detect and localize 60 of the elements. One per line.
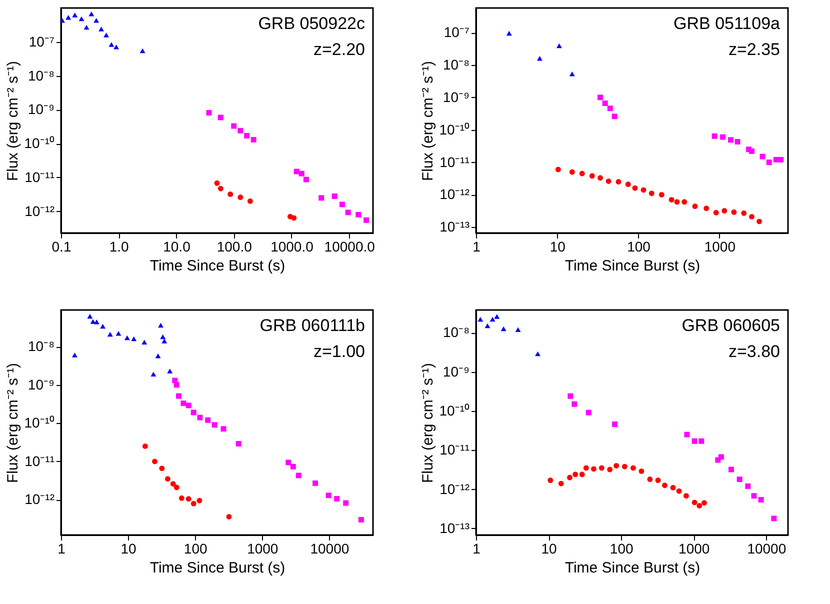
y-tick-label: 10⁻⁹: [442, 363, 470, 380]
annotation: z=2.20: [313, 40, 365, 59]
y-tick-label: 10⁻¹¹: [24, 452, 55, 469]
x-tick-label: 1000: [247, 540, 278, 556]
x-tick-label: 1: [58, 540, 66, 556]
y-tick-label: 10⁻¹⁰: [439, 402, 470, 418]
x-tick-label: 1.0: [109, 238, 130, 254]
x-tick-label: 10000.0: [324, 238, 376, 254]
y-tick-label: 10⁻¹¹: [440, 154, 470, 170]
y-axis-title: Flux (erg cm⁻² s⁻¹): [419, 363, 436, 483]
x-tick-label: 0.1: [52, 238, 72, 254]
annotation: z=2.35: [728, 40, 780, 59]
x-tick-label: 10: [120, 540, 137, 556]
x-tick-label: 10: [550, 238, 566, 254]
x-tick-label: 100: [610, 540, 634, 556]
annotation: GRB 060111b: [260, 316, 365, 335]
y-tick-label: 10⁻⁸: [28, 67, 55, 84]
y-tick-label: 10⁻¹¹: [440, 442, 470, 458]
x-tick-label: 1: [472, 540, 481, 556]
x-tick-label: 100.0: [216, 238, 252, 254]
x-axis-title: Time Since Burst (s): [564, 560, 700, 576]
y-tick-label: 10⁻¹⁰: [439, 121, 470, 138]
x-tick-label: 100: [184, 540, 208, 556]
y-axis-title: Flux (erg cm⁻² s⁻¹): [4, 363, 22, 483]
y-axis-title: Flux (erg cm⁻² s⁻¹): [4, 61, 22, 181]
y-tick-label: 10⁻¹³: [440, 520, 470, 536]
annotation: GRB 051109a: [674, 14, 781, 33]
y-tick-label: 10⁻⁹: [28, 376, 54, 392]
y-tick-label: 10⁻¹²: [24, 491, 55, 508]
x-tick-label: 1000.0: [270, 238, 314, 254]
x-axis-title: Time Since Burst (s): [150, 258, 286, 274]
y-tick-label: 10⁻¹²: [24, 202, 55, 219]
x-tick-label: 1000: [704, 238, 736, 254]
y-tick-label: 10⁻⁷: [28, 33, 54, 50]
y-tick-label: 10⁻¹⁰: [24, 135, 54, 152]
x-axis-title: Time Since Burst (s): [564, 258, 700, 274]
y-tick-label: 10⁻¹³: [440, 218, 470, 235]
y-tick-label: 10⁻⁸: [443, 56, 470, 72]
y-tick-label: 10⁻⁹: [442, 88, 470, 105]
y-tick-label: 10⁻¹⁰: [24, 414, 54, 431]
y-tick-label: 10⁻⁷: [444, 24, 470, 40]
x-tick-label: 1000: [678, 540, 710, 556]
annotation: z=1.00: [313, 342, 365, 361]
x-tick-label: 10: [541, 540, 558, 556]
x-tick-label: 10.0: [163, 238, 191, 254]
y-tick-label: 10⁻¹¹: [24, 168, 55, 185]
y-tick-label: 10⁻⁸: [443, 324, 470, 340]
annotation: GRB 050922c: [258, 14, 366, 33]
y-axis-title: Flux (erg cm⁻² s⁻¹): [419, 61, 436, 181]
x-tick-label: 1: [472, 238, 481, 254]
y-tick-label: 10⁻⁸: [28, 338, 55, 354]
y-tick-label: 10⁻⁹: [28, 101, 54, 118]
annotation: z=3.80: [728, 342, 780, 361]
annotation: GRB 060605: [682, 316, 780, 335]
x-tick-label: 10000: [310, 540, 350, 556]
y-tick-label: 10⁻¹²: [440, 480, 470, 497]
x-tick-label: 10000: [747, 540, 786, 556]
x-tick-label: 100: [627, 238, 651, 254]
x-axis-title: Time Since Burst (s): [150, 560, 286, 576]
y-tick-label: 10⁻¹²: [440, 186, 470, 202]
